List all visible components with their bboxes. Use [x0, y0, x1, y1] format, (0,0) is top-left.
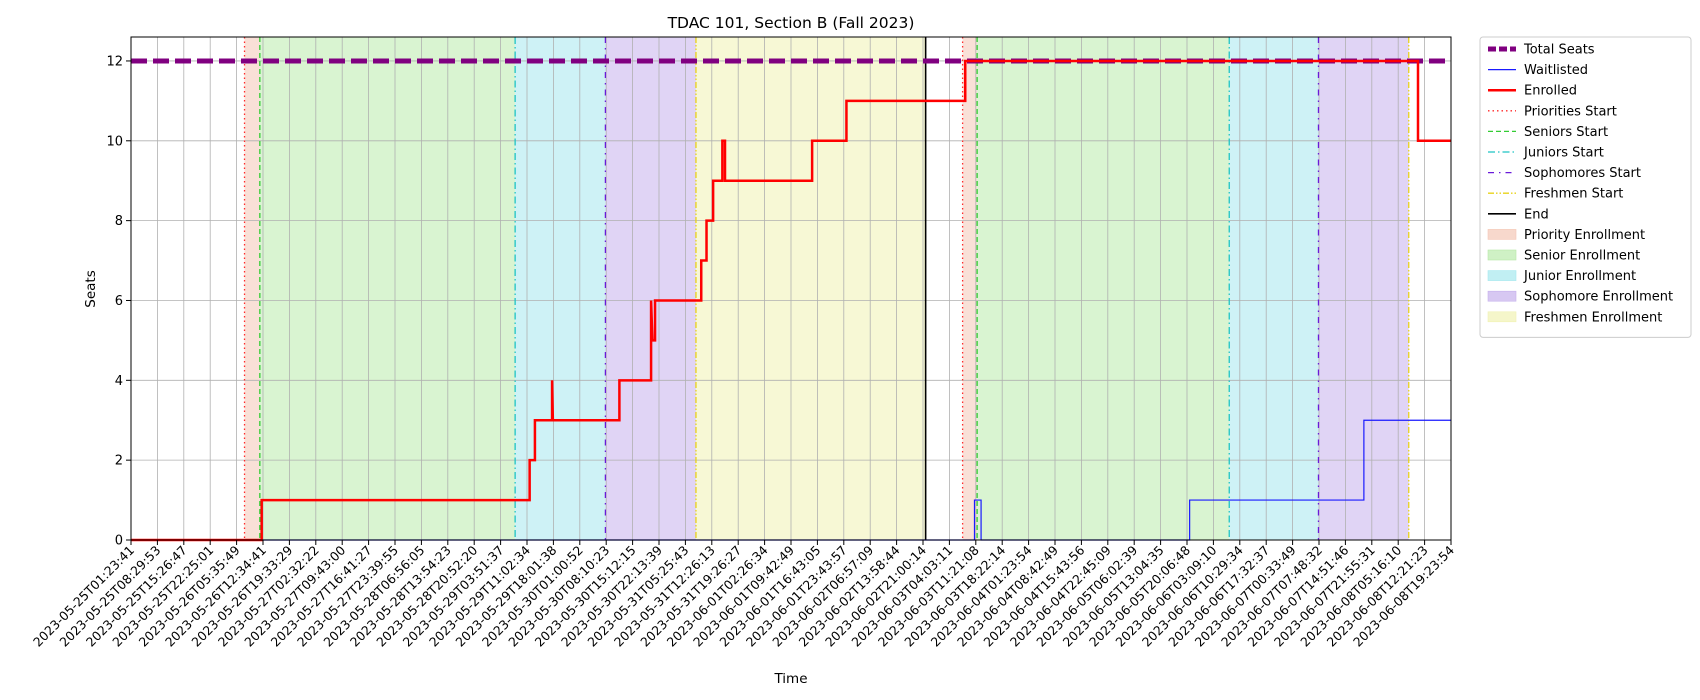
y-tick-label: 0	[115, 534, 123, 549]
y-tick-label: 12	[106, 54, 123, 69]
legend-box	[1479, 36, 1692, 338]
y-tick-label: 6	[115, 294, 123, 309]
legend: Total Seats Waitlisted Enrolled Priorities …	[1479, 36, 1692, 338]
legend-swatch-patch	[1487, 290, 1517, 302]
legend-item-waitlisted: Waitlisted	[1488, 63, 1588, 78]
legend-swatch-patch	[1487, 249, 1517, 261]
legend-label: Sophomores Start	[1524, 166, 1641, 181]
phase-band-senior-enrollment	[977, 37, 1230, 540]
phase-band-senior-enrollment	[259, 37, 516, 540]
legend-item-priority-enrollment: Priority Enrollment	[1487, 228, 1645, 243]
legend-label: Senior Enrollment	[1524, 249, 1640, 264]
y-tick-label: 2	[115, 454, 123, 469]
legend-swatch-patch	[1487, 229, 1517, 240]
y-axis: 0 2 4 6 8 10 12	[106, 54, 131, 549]
legend-label: Enrolled	[1524, 84, 1577, 99]
phase-start-lines	[243, 37, 1410, 540]
legend-item-senior-enrollment: Senior Enrollment	[1487, 249, 1640, 264]
phase-band-freshmen-enrollment	[695, 37, 926, 540]
legend-label: Priorities Start	[1524, 104, 1617, 119]
y-tick-label: 4	[115, 374, 123, 389]
legend-label: Total Seats	[1523, 43, 1595, 58]
legend-item-sophomores-start: Sophomores Start	[1488, 166, 1641, 181]
x-axis-label: Time	[773, 671, 807, 687]
legend-label: Juniors Start	[1523, 146, 1604, 161]
legend-label: Seniors Start	[1524, 125, 1608, 140]
legend-label: Waitlisted	[1524, 63, 1588, 78]
legend-item-freshmen-start: Freshmen Start	[1488, 187, 1623, 202]
legend-swatch-patch	[1487, 311, 1517, 323]
legend-item-enrolled: Enrolled	[1488, 84, 1577, 99]
legend-label: Priority Enrollment	[1524, 228, 1645, 243]
legend-swatch-patch	[1487, 270, 1517, 281]
legend-label: Freshmen Start	[1524, 187, 1623, 202]
legend-label: Sophomore Enrollment	[1524, 290, 1673, 305]
y-tick-label: 8	[115, 214, 123, 229]
legend-item-total-seats: Total Seats	[1488, 43, 1595, 58]
legend-item-seniors-start: Seniors Start	[1488, 125, 1608, 140]
phase-band-priority-enrollment	[962, 37, 978, 540]
legend-item-juniors-start: Juniors Start	[1488, 146, 1604, 161]
y-tick-label: 10	[106, 134, 123, 149]
legend-item-freshmen-enrollment: Freshmen Enrollment	[1487, 310, 1662, 325]
legend-item-junior-enrollment: Junior Enrollment	[1487, 269, 1636, 284]
legend-item-sophomore-enrollment: Sophomore Enrollment	[1487, 290, 1673, 305]
x-axis: 2023-05-25T01:23:412023-05-25T08:29:5320…	[30, 540, 1457, 650]
phase-band-sophomore-enrollment	[605, 37, 696, 540]
legend-label: Junior Enrollment	[1523, 269, 1636, 284]
phase-band-priority-enrollment	[244, 37, 260, 540]
y-axis-label: Seats	[83, 270, 99, 307]
legend-label: End	[1524, 207, 1549, 222]
legend-item-priorities-start: Priorities Start	[1488, 104, 1617, 119]
legend-item-end: End	[1488, 207, 1549, 222]
chart-title: TDAC 101, Section B (Fall 2023)	[667, 14, 915, 32]
series-line-enrolled	[131, 59, 1451, 542]
phase-band-junior-enrollment	[1229, 37, 1319, 540]
phase-band-junior-enrollment	[515, 37, 606, 540]
grid-lines	[130, 37, 1452, 541]
legend-label: Freshmen Enrollment	[1524, 310, 1662, 325]
phase-bands	[244, 37, 1409, 540]
